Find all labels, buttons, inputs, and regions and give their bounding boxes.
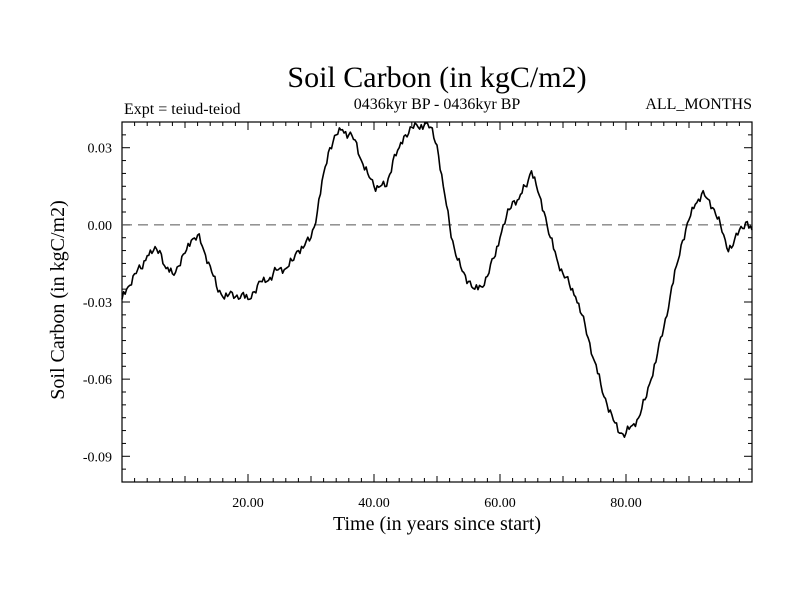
y-tick-label: -0.09 <box>83 450 112 465</box>
x-axis-label: Time (in years since start) <box>333 513 541 535</box>
chart-subtitle: 0436kyr BP - 0436kyr BP <box>354 96 521 113</box>
y-axis-ticks: 0.03 0.00 -0.03 -0.06 -0.09 <box>83 121 752 483</box>
y-axis-label: Soil Carbon (in kgC/m2) <box>47 200 69 399</box>
y-tick-label: -0.06 <box>83 373 112 388</box>
soil-carbon-series-line <box>121 121 753 439</box>
x-axis-ticks: 20.00 40.00 60.00 80.00 <box>134 122 740 511</box>
experiment-label: Expt = teiud-teiod <box>124 101 241 118</box>
months-label: ALL_MONTHS <box>645 96 752 113</box>
y-tick-label: 0.03 <box>88 142 113 157</box>
y-tick-label: 0.00 <box>88 219 113 234</box>
x-tick-label: 20.00 <box>232 496 264 511</box>
x-tick-label: 60.00 <box>484 496 516 511</box>
y-tick-label: -0.03 <box>83 296 112 311</box>
plot-frame <box>121 121 753 483</box>
x-tick-label: 40.00 <box>358 496 390 511</box>
chart-title: Soil Carbon (in kgC/m2) <box>287 61 586 94</box>
x-tick-label: 80.00 <box>610 496 642 511</box>
